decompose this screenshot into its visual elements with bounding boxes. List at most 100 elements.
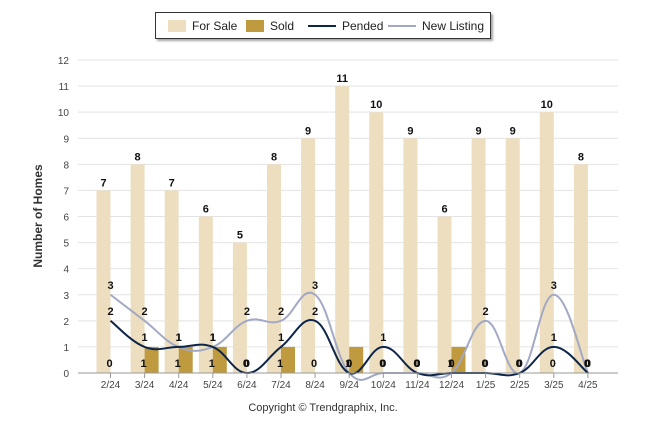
label-pended: 2	[107, 306, 113, 318]
legend-label: New Listing	[422, 18, 485, 33]
x-tick-label: 11/24	[405, 380, 430, 391]
x-tick-label: 12/24	[439, 380, 464, 391]
label-pended: 1	[380, 332, 386, 344]
label-for-sale: 8	[578, 151, 584, 163]
x-tick-label: 1/25	[476, 380, 496, 391]
bar-sold	[178, 346, 193, 373]
bar-sold	[451, 346, 466, 373]
bar-for-sale	[573, 164, 588, 373]
label-new-listing: 3	[312, 280, 318, 292]
x-tick-label: 3/25	[544, 380, 564, 391]
bar-for-sale	[369, 112, 384, 374]
label-for-sale: 10	[370, 99, 382, 111]
y-tick-label: 8	[63, 160, 69, 171]
label-for-sale: 8	[271, 151, 277, 163]
label-sold: 1	[277, 358, 283, 370]
label-new-listing: 2	[244, 306, 250, 318]
x-tick-label: 3/24	[135, 380, 155, 391]
label-new-listing: 3	[551, 280, 557, 292]
label-pended: 0	[244, 358, 250, 370]
label-for-sale: 10	[541, 99, 553, 111]
label-new-listing: 0	[346, 358, 352, 370]
bar-for-sale	[471, 138, 486, 373]
label-pended: 0	[517, 358, 523, 370]
label-for-sale: 8	[135, 151, 141, 163]
y-tick-label: 12	[58, 56, 70, 67]
label-for-sale: 11	[336, 73, 348, 85]
label-for-sale: 9	[407, 125, 413, 137]
bar-sold	[144, 346, 159, 373]
label-for-sale: 7	[100, 177, 106, 189]
y-tick-label: 0	[63, 369, 69, 380]
y-tick-label: 2	[63, 317, 69, 328]
label-for-sale: 9	[510, 125, 516, 137]
label-new-listing: 1	[176, 332, 182, 344]
label-pended: 0	[483, 358, 489, 370]
x-tick-label: 8/24	[305, 380, 325, 391]
legend-item: New Listing	[388, 13, 484, 38]
label-for-sale: 6	[203, 204, 209, 216]
legend: For Sale Sold Pended New Listing	[155, 12, 491, 39]
label-sold: 0	[516, 358, 522, 370]
label-pended: 1	[278, 332, 284, 344]
legend-swatch	[388, 24, 416, 27]
label-new-listing: 0	[414, 358, 420, 370]
bar-for-sale	[130, 164, 145, 373]
bar-for-sale	[96, 190, 111, 373]
label-new-listing: 1	[210, 332, 216, 344]
label-new-listing: 0	[585, 358, 591, 370]
x-tick-label: 4/24	[169, 380, 189, 391]
x-tick-label: 2/25	[510, 380, 530, 391]
y-tick-label: 5	[63, 239, 69, 250]
label-pended: 1	[176, 332, 182, 344]
label-sold: 0	[311, 358, 317, 370]
label-new-listing: 0	[448, 358, 454, 370]
y-tick-label: 9	[63, 134, 69, 145]
legend-item: Sold	[246, 13, 294, 38]
y-tick-label: 7	[63, 186, 69, 197]
label-sold: 1	[175, 358, 181, 370]
label-for-sale: 9	[476, 125, 482, 137]
x-tick-label: 9/24	[339, 380, 359, 391]
label-pended: 0	[448, 358, 454, 370]
label-new-listing: 3	[107, 280, 113, 292]
x-tick-label: 4/25	[578, 380, 598, 391]
label-for-sale: 5	[237, 230, 243, 242]
legend-swatch	[246, 19, 264, 32]
label-pended: 0	[414, 358, 420, 370]
legend-item: For Sale	[168, 13, 237, 38]
label-sold: 0	[413, 358, 419, 370]
label-pended: 1	[210, 332, 216, 344]
y-tick-label: 1	[63, 343, 69, 354]
label-sold: 1	[209, 358, 215, 370]
label-pended: 1	[142, 332, 148, 344]
label-sold: 1	[447, 358, 453, 370]
label-sold: 0	[482, 358, 488, 370]
bar-for-sale	[232, 242, 247, 373]
legend-label: Sold	[270, 18, 295, 33]
label-sold: 0	[106, 358, 112, 370]
label-pended: 0	[585, 358, 591, 370]
bar-for-sale	[198, 216, 213, 373]
y-tick-label: 11	[59, 82, 70, 93]
y-tick-label: 3	[63, 291, 69, 302]
label-sold: 0	[243, 358, 249, 370]
label-sold: 0	[550, 358, 556, 370]
legend-item: Pended	[308, 13, 383, 38]
label-pended: 1	[551, 332, 557, 344]
label-new-listing: 0	[517, 358, 523, 370]
x-tick-label: 10/24	[371, 380, 396, 391]
copyright-text: Copyright © Trendgraphix, Inc.	[248, 402, 398, 414]
label-pended: 0	[346, 358, 352, 370]
label-sold: 0	[379, 358, 385, 370]
y-tick-label: 6	[63, 213, 69, 224]
x-tick-label: 6/24	[237, 380, 257, 391]
x-tick-label: 7/24	[271, 380, 291, 391]
label-pended: 2	[312, 306, 318, 318]
bar-sold	[349, 346, 364, 373]
bar-for-sale	[505, 138, 520, 373]
y-tick-label: 10	[58, 108, 70, 119]
legend-swatch	[168, 19, 186, 32]
